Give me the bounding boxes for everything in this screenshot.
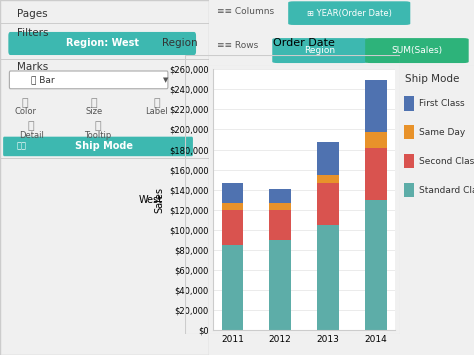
- Text: Size: Size: [85, 107, 102, 116]
- Bar: [269, 210, 291, 240]
- Text: ≡≡ Columns: ≡≡ Columns: [217, 7, 273, 16]
- Text: West: West: [138, 195, 163, 205]
- Bar: [221, 182, 243, 203]
- FancyBboxPatch shape: [404, 154, 414, 168]
- Bar: [365, 80, 387, 132]
- Bar: [317, 142, 339, 175]
- Text: ⬛: ⬛: [22, 98, 28, 108]
- Text: ▼: ▼: [163, 77, 168, 83]
- Text: ⬛⬛: ⬛⬛: [17, 141, 27, 150]
- Bar: [269, 203, 291, 210]
- Text: Order Date: Order Date: [273, 38, 335, 48]
- Text: Label: Label: [145, 107, 168, 116]
- Bar: [269, 240, 291, 330]
- FancyBboxPatch shape: [404, 183, 414, 197]
- Text: Tooltip: Tooltip: [84, 131, 112, 140]
- Text: ⬛: ⬛: [28, 121, 35, 131]
- Text: Filters: Filters: [17, 28, 48, 38]
- Text: Standard Class: Standard Class: [419, 186, 474, 195]
- Bar: [221, 203, 243, 210]
- Text: Same Day: Same Day: [419, 128, 465, 137]
- FancyBboxPatch shape: [9, 71, 168, 89]
- FancyBboxPatch shape: [404, 96, 414, 110]
- Bar: [365, 132, 387, 148]
- Text: Second Class: Second Class: [419, 157, 474, 166]
- FancyBboxPatch shape: [404, 125, 414, 140]
- FancyBboxPatch shape: [288, 1, 410, 25]
- Text: ⬛ Bar: ⬛ Bar: [31, 75, 55, 84]
- Text: SUM(Sales): SUM(Sales): [392, 46, 443, 55]
- Bar: [269, 189, 291, 203]
- Text: Detail: Detail: [19, 131, 44, 140]
- Bar: [317, 182, 339, 225]
- Text: Marks: Marks: [17, 62, 48, 72]
- Text: Color: Color: [14, 107, 36, 116]
- Text: Region: Region: [304, 46, 336, 55]
- Y-axis label: Sales: Sales: [155, 187, 164, 213]
- Text: ⊞ YEAR(Order Date): ⊞ YEAR(Order Date): [307, 9, 392, 18]
- Bar: [365, 148, 387, 200]
- FancyBboxPatch shape: [272, 38, 368, 63]
- Text: ⬛: ⬛: [95, 121, 101, 131]
- Bar: [221, 210, 243, 245]
- Text: First Class: First Class: [419, 99, 465, 108]
- Text: Ship Mode: Ship Mode: [405, 74, 460, 84]
- FancyBboxPatch shape: [365, 38, 469, 63]
- Text: ≡≡ Rows: ≡≡ Rows: [217, 42, 258, 50]
- Bar: [221, 245, 243, 330]
- Text: Region: West: Region: West: [66, 38, 139, 48]
- Text: ⬛: ⬛: [91, 98, 97, 108]
- Text: Pages: Pages: [17, 9, 47, 19]
- FancyBboxPatch shape: [3, 137, 193, 156]
- Bar: [317, 225, 339, 330]
- FancyBboxPatch shape: [9, 32, 196, 55]
- Bar: [317, 175, 339, 182]
- Text: ⬛: ⬛: [153, 98, 160, 108]
- Text: Ship Mode: Ship Mode: [75, 141, 133, 151]
- Text: Region: Region: [163, 38, 198, 48]
- Bar: [365, 200, 387, 330]
